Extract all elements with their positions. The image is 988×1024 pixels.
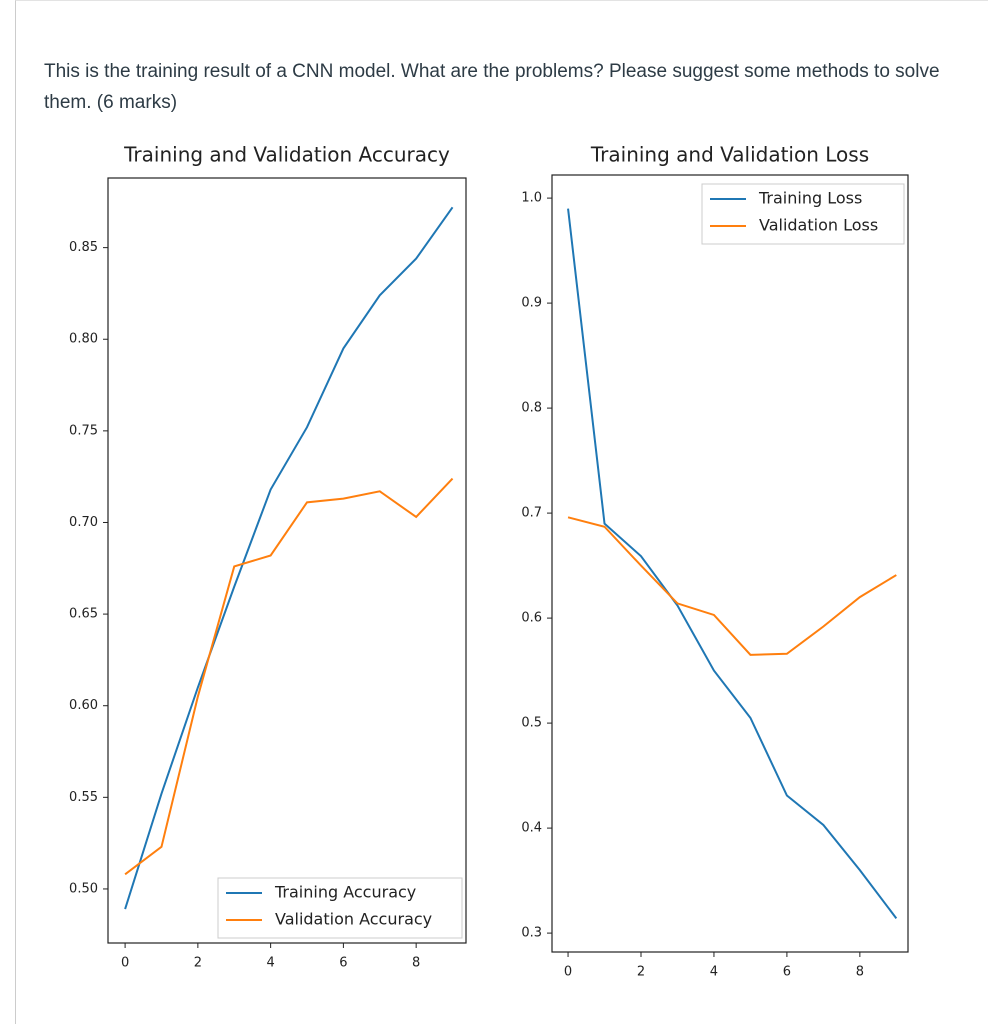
chart-title: Training and Validation Loss (590, 143, 869, 167)
legend-label: Training Loss (758, 189, 862, 208)
line-series (567, 516, 897, 656)
line-series (567, 208, 898, 920)
legend-label: Validation Accuracy (275, 910, 432, 929)
legend-label: Validation Loss (759, 216, 878, 235)
y-tick-label: 0.65 (69, 607, 98, 622)
y-tick-label: 0.5 (521, 716, 542, 731)
y-tick-label: 0.85 (69, 240, 98, 255)
y-tick-label: 0.4 (521, 821, 542, 836)
x-tick-label: 6 (783, 965, 791, 980)
x-tick-label: 2 (637, 965, 645, 980)
x-tick-label: 0 (564, 965, 572, 980)
chart-title: Training and Validation Accuracy (123, 143, 450, 167)
y-tick-label: 0.8 (521, 401, 542, 416)
y-tick-label: 0.60 (69, 698, 98, 713)
x-tick-label: 4 (266, 956, 274, 971)
x-tick-label: 8 (412, 956, 420, 971)
line-series (124, 477, 454, 876)
y-tick-label: 0.6 (521, 611, 542, 626)
legend-label: Training Accuracy (274, 883, 416, 902)
legend-box (217, 877, 463, 939)
question-text: This is the training result of a CNN mod… (44, 61, 940, 113)
x-tick-label: 6 (339, 956, 347, 971)
x-tick-label: 0 (121, 956, 129, 971)
x-tick-label: 8 (856, 965, 864, 980)
y-tick-label: 0.80 (69, 332, 98, 347)
content-frame (15, 0, 988, 1024)
x-tick-label: 4 (710, 965, 718, 980)
y-tick-label: 0.55 (69, 790, 98, 805)
line-series (124, 206, 454, 910)
y-tick-label: 0.70 (69, 515, 98, 530)
y-tick-label: 1.0 (521, 191, 542, 206)
y-tick-label: 0.75 (69, 423, 98, 438)
y-tick-label: 0.9 (521, 296, 542, 311)
y-tick-label: 0.50 (69, 881, 98, 896)
legend-box (701, 183, 905, 245)
x-tick-label: 2 (194, 956, 202, 971)
y-tick-label: 0.3 (521, 926, 542, 941)
plot-frame (551, 174, 909, 953)
plot-frame (107, 177, 467, 944)
y-tick-label: 0.7 (521, 506, 542, 521)
